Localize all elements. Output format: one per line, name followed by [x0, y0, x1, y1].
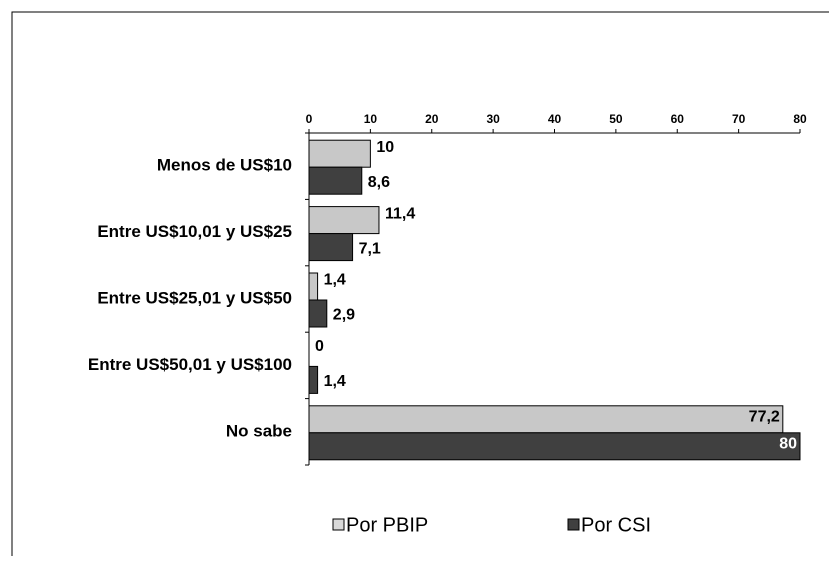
value-label: 8,6 — [368, 174, 390, 191]
bar — [308, 432, 801, 461]
x-tick-label: 0 — [306, 112, 313, 126]
legend-label: Por CSI — [581, 514, 651, 536]
x-tick-label: 20 — [425, 112, 439, 126]
category-label: Entre US$50,01 y US$100 — [88, 355, 292, 374]
legend-label: Por PBIP — [346, 514, 428, 536]
value-label: 11,4 — [385, 205, 415, 222]
bar-texture — [309, 206, 379, 234]
category-label: No sabe — [226, 421, 292, 440]
bar — [308, 365, 319, 394]
bar — [308, 233, 354, 262]
value-label: 7,1 — [359, 240, 381, 257]
bar-texture — [309, 140, 371, 168]
x-tick-label: 80 — [793, 112, 807, 126]
value-label: 1,4 — [324, 373, 346, 390]
bar — [308, 299, 328, 328]
category-label: Menos de US$10 — [157, 156, 292, 175]
legend-swatch — [567, 518, 580, 531]
value-label: 0 — [315, 338, 324, 355]
value-label: 1,4 — [324, 272, 346, 289]
x-tick-label: 50 — [609, 112, 623, 126]
bar-texture — [309, 405, 783, 433]
x-tick-label: 40 — [548, 112, 562, 126]
category-label: Entre US$10,01 y US$25 — [97, 222, 292, 241]
category-label: Entre US$25,01 y US$50 — [97, 288, 292, 307]
x-tick-label: 10 — [364, 112, 378, 126]
bar — [308, 166, 363, 195]
value-label: 80 — [779, 436, 797, 453]
value-label: 10 — [376, 139, 394, 156]
value-label: 2,9 — [333, 307, 355, 324]
frame — [11, 11, 829, 556]
x-tick-label: 70 — [732, 112, 746, 126]
bar-texture — [309, 273, 318, 300]
value-label: 77,2 — [749, 409, 780, 426]
x-tick-label: 30 — [486, 112, 500, 126]
legend-swatch — [332, 518, 345, 531]
x-tick-label: 60 — [671, 112, 685, 126]
